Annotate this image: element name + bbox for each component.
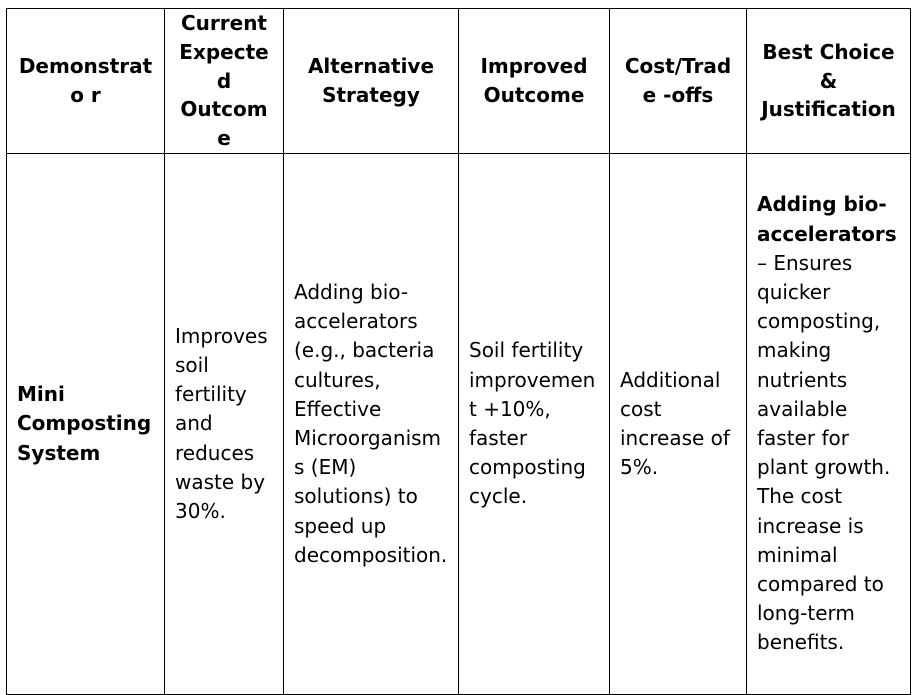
cell-current-outcome: Improves soil fertility and reduces wast… bbox=[164, 152, 284, 695]
best-choice-justification-text: – Ensures quicker composting, making nut… bbox=[757, 250, 891, 655]
cell-best-choice-justification: Adding bio-accelerators – Ensures quicke… bbox=[746, 152, 911, 695]
header-improved-outcome: Improved Outcome bbox=[458, 8, 610, 154]
header-demonstrator: Demonstrato r bbox=[6, 8, 165, 154]
best-choice-title: Adding bio-accelerators bbox=[757, 192, 897, 246]
header-row: Demonstrato r Current Expected Outcome A… bbox=[6, 8, 911, 154]
table-row: Mini Composting System Improves soil fer… bbox=[6, 152, 911, 695]
comparison-table: Demonstrato r Current Expected Outcome A… bbox=[6, 8, 911, 695]
cell-alternative-strategy: Adding bio-accelerators (e.g., bacteria … bbox=[283, 152, 459, 695]
cell-improved-outcome: Soil fertility improvement +10%, faster … bbox=[458, 152, 610, 695]
header-cost-tradeoffs: Cost/Trade -offs bbox=[609, 8, 747, 154]
cell-cost-tradeoffs: Additional cost increase of 5%. bbox=[609, 152, 747, 695]
header-best-choice-justification: Best Choice & Justification bbox=[746, 8, 911, 154]
cell-demonstrator: Mini Composting System bbox=[6, 152, 165, 695]
header-current-expected-outcome: Current Expected Outcome bbox=[164, 8, 284, 154]
header-alternative-strategy: Alternative Strategy bbox=[283, 8, 459, 154]
